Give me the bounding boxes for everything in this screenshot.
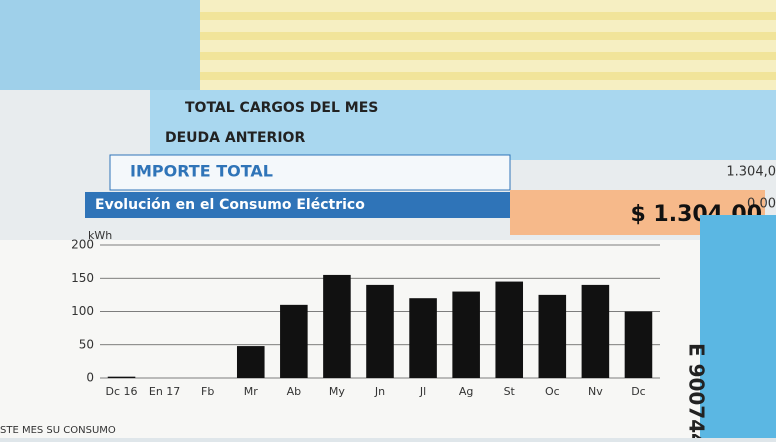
row-value: 1.304,0	[726, 165, 776, 180]
chart-title: Evolución en el Consumo Eléctrico	[95, 197, 365, 213]
x-tick-label: Dc 16	[106, 385, 138, 398]
stripe	[200, 12, 776, 20]
x-tick-label: En 17	[149, 385, 180, 398]
bar	[236, 346, 265, 378]
row-label: DEUDA ANTERIOR	[165, 130, 305, 146]
y-tick-label: 50	[79, 337, 94, 351]
stripe	[200, 32, 776, 40]
x-tick-label: Dc	[631, 385, 646, 398]
y-axis-label: kWh	[88, 229, 112, 242]
side-strip	[700, 215, 776, 438]
stripe	[200, 72, 776, 80]
bar	[280, 304, 308, 378]
y-tick-label: 200	[71, 238, 94, 252]
bar	[366, 284, 394, 378]
side-code: E 900744	[685, 343, 709, 438]
chart-header-band	[85, 192, 510, 218]
stripes	[200, 12, 776, 80]
x-tick-label: Ab	[287, 385, 302, 398]
bar	[581, 284, 610, 378]
x-tick-label: Oc	[545, 385, 560, 398]
x-tick-label: Jn	[374, 385, 385, 398]
row-label: TOTAL CARGOS DEL MES	[185, 100, 378, 116]
y-tick-label: 0	[86, 371, 94, 385]
y-tick-label: 150	[71, 271, 94, 285]
x-tick-label: Nv	[588, 385, 603, 398]
x-tick-label: St	[504, 385, 516, 398]
bar	[323, 274, 351, 378]
bar	[538, 294, 567, 378]
y-tick-label: 100	[71, 304, 94, 318]
total-box	[109, 154, 511, 191]
x-tick-label: Ag	[459, 385, 474, 398]
footer: STE MES SU CONSUMO	[0, 425, 116, 436]
x-tick-label: My	[329, 385, 345, 398]
bar	[452, 291, 480, 378]
x-tick-label: Mr	[244, 385, 258, 398]
left-panel	[0, 0, 200, 90]
x-tick-label: Jl	[419, 385, 426, 398]
bar	[624, 311, 653, 378]
totals-band	[150, 90, 776, 160]
row-label: IMPORTE TOTAL	[130, 162, 273, 181]
row-value: 0,00	[747, 197, 776, 212]
chart: Evolución en el Consumo Eléctrico kWh 0 5…	[71, 197, 660, 398]
x-tick-label: Fb	[201, 385, 214, 398]
bar	[495, 281, 524, 378]
stripe	[200, 52, 776, 60]
bar	[107, 376, 136, 378]
bar	[409, 298, 437, 378]
